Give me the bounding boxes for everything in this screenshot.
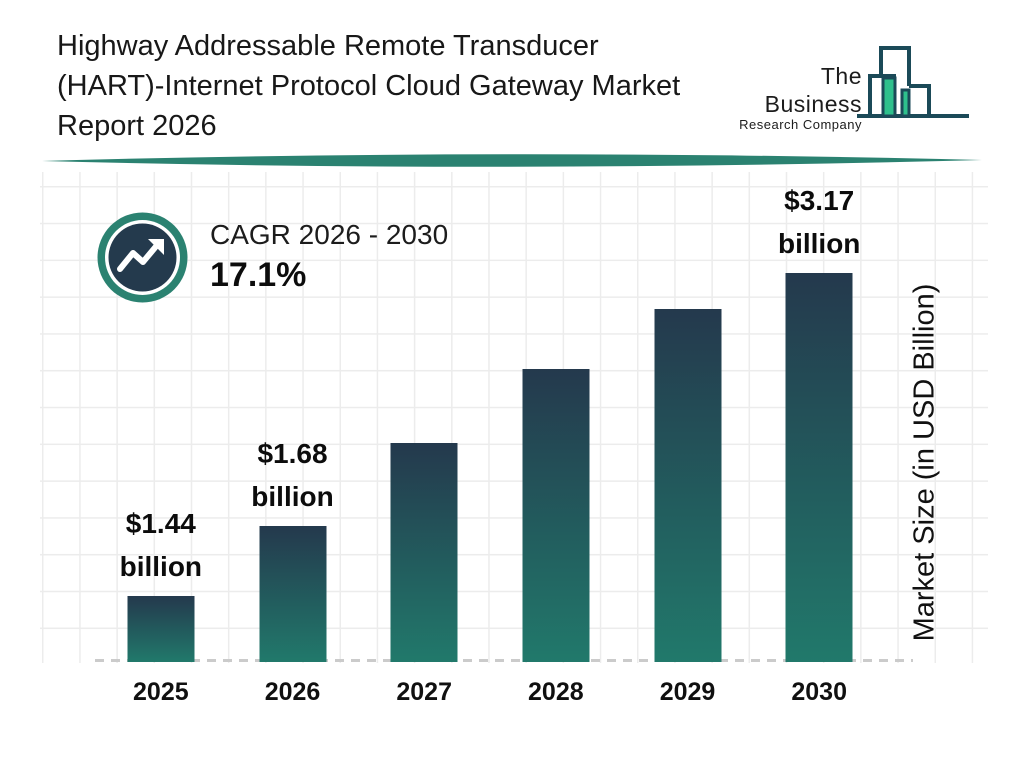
bars-row: $1.44 billion 2025 $1.68 billion 2026 2027 2028… <box>95 170 885 706</box>
page-title: Highway Addressable Remote Transducer (H… <box>57 26 747 146</box>
logo-name: The Business <box>764 63 862 117</box>
bar-value-label-2025: $1.44 billion <box>119 508 203 582</box>
bar-2028 <box>522 369 590 662</box>
bar-value-label-2026: $1.68 billion <box>251 438 334 512</box>
x-axis-dashed-baseline <box>95 659 913 662</box>
y-axis-label: Market Size (in USD Billion) <box>908 283 941 642</box>
cagr-value: 17.1% <box>210 256 307 294</box>
bar-2025 <box>127 596 195 662</box>
bar-slot-2028: 2028 <box>490 170 622 706</box>
bar-2027 <box>390 443 458 662</box>
x-tick-2030: 2030 <box>791 678 847 706</box>
cagr-period-label: CAGR 2026 - 2030 <box>210 219 449 250</box>
company-logo-text: The Business Research Company <box>727 62 862 132</box>
header-divider <box>42 154 982 167</box>
bar-2030 <box>785 273 853 662</box>
bar-slot-2030: $3.17 billion 2030 <box>753 170 885 706</box>
x-tick-2029: 2029 <box>659 678 716 706</box>
page-title-line-1: Highway Addressable Remote Transducer <box>57 30 599 62</box>
bar-slot-2029: 2029 <box>622 170 754 706</box>
bar-slot-2025: $1.44 billion 2025 <box>95 170 227 706</box>
x-tick-2027: 2027 <box>396 678 452 706</box>
page-title-line-3: Report 2026 <box>57 110 217 142</box>
company-logo-bars-icon <box>857 46 969 118</box>
logo-subname: Research Company <box>739 117 862 132</box>
page-title-line-2: (HART)-Internet Protocol Cloud Gateway M… <box>57 70 681 102</box>
bar-2026 <box>259 526 326 662</box>
bar-value-label-2030: $3.17 billion <box>777 185 861 259</box>
trend-up-icon <box>97 212 188 303</box>
bar-2029 <box>654 309 722 662</box>
x-tick-2025: 2025 <box>133 678 189 706</box>
x-tick-2026: 2026 <box>264 678 321 706</box>
bar-slot-2026: $1.68 billion 2026 <box>227 170 359 706</box>
x-tick-2028: 2028 <box>528 678 584 706</box>
bar-slot-2027: 2027 <box>358 170 490 706</box>
